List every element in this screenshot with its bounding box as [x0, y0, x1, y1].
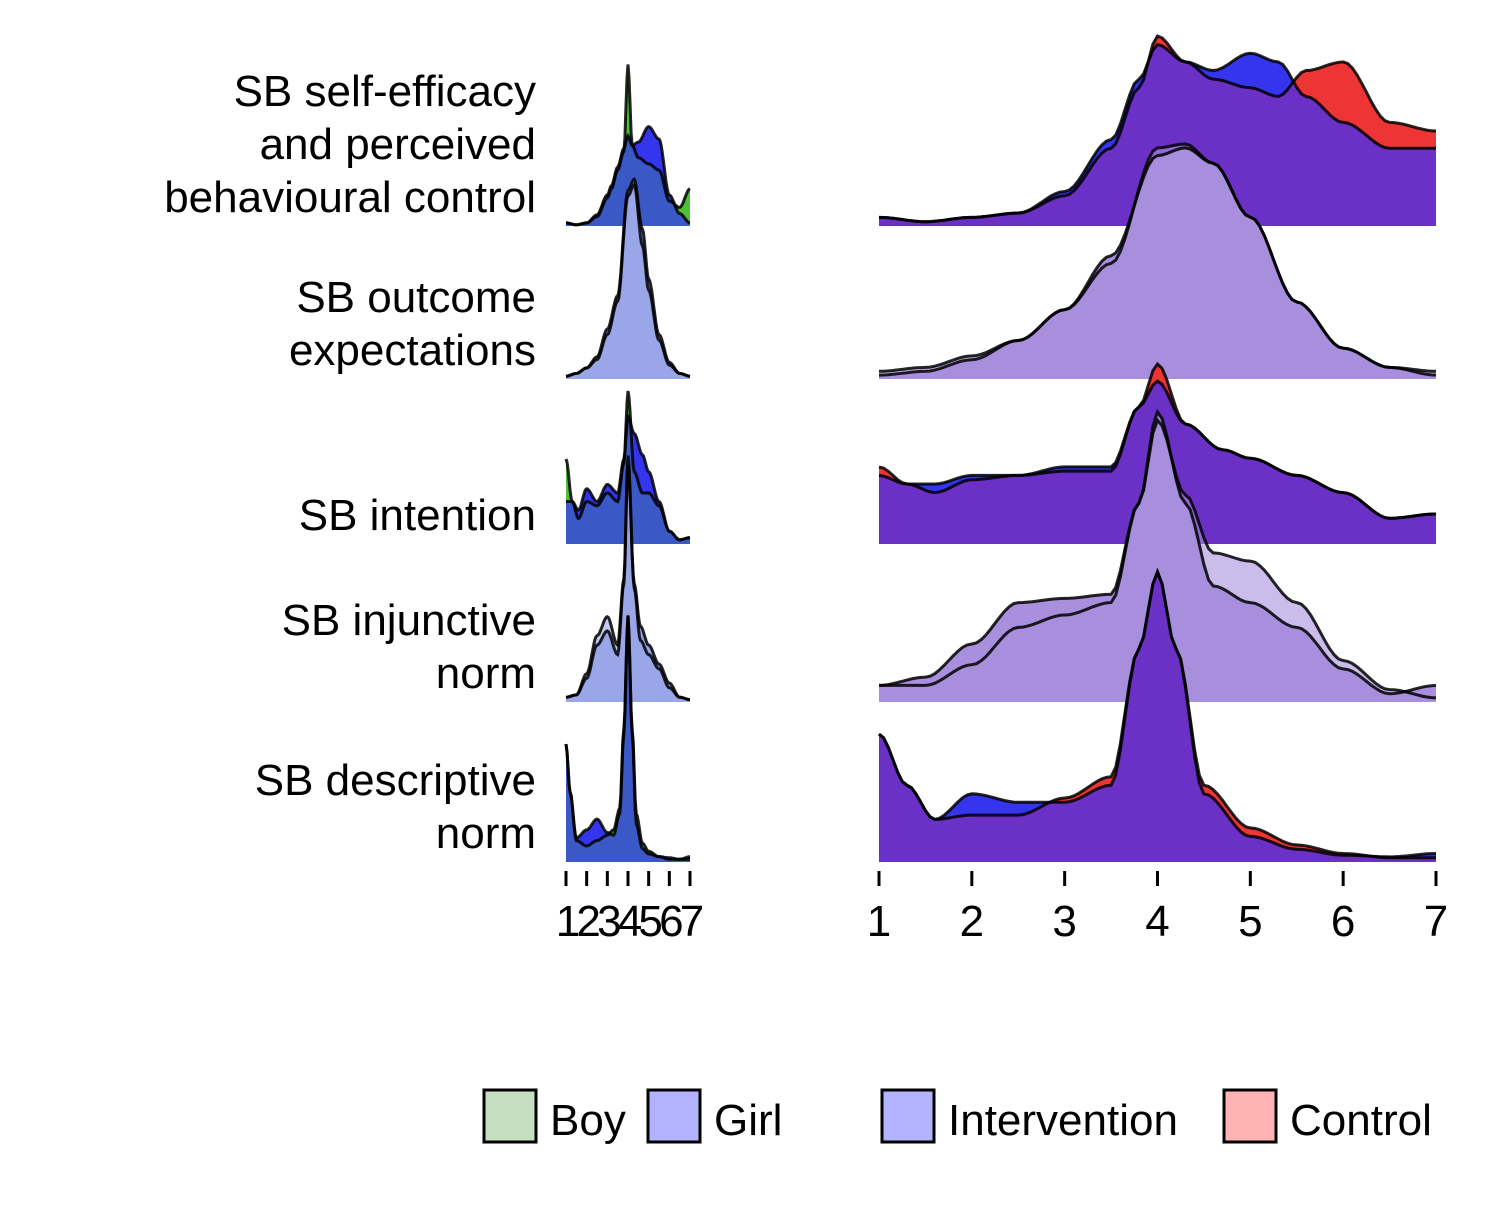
- legend-label-girl: Girl: [714, 1096, 782, 1145]
- density-outline-girl-row-2: [565, 182, 691, 378]
- density-overlap-row-5: [566, 615, 690, 862]
- tick-label-1: 1: [867, 897, 891, 946]
- panel-condition-ridgelines: [878, 34, 1437, 862]
- ridge-row-5: [564, 615, 691, 862]
- tick-label-1: 1: [556, 897, 579, 946]
- tick-label-5: 5: [638, 897, 661, 946]
- row-label-1-line-1: SB self-efficacy: [234, 67, 536, 116]
- density-outline-control-row-2: [878, 142, 1437, 373]
- legend-label-control: Control: [1290, 1096, 1432, 1145]
- row-label-2-line-1: SB outcome: [296, 273, 536, 322]
- tick-label-2: 2: [960, 897, 984, 946]
- density-outline-girl-row-5: [564, 615, 691, 861]
- row-label-2-line-2: expectations: [289, 326, 536, 375]
- row-label-1-line-2: and perceived: [260, 120, 536, 169]
- legend-label-boy: Boy: [550, 1096, 626, 1145]
- x-axis-right: 1 2 3 4 5 6 7: [867, 871, 1448, 946]
- density-outline-control-row-1: [878, 34, 1437, 224]
- density-outline-intervention-row-4: [878, 408, 1437, 696]
- row-label-5-line-2: norm: [436, 809, 536, 858]
- density-control-row-4: [879, 420, 1436, 702]
- row-label-3-line-1: SB intention: [299, 491, 536, 540]
- density-overlap-row-5: [879, 572, 1436, 862]
- ridge-row-5: [878, 567, 1437, 862]
- density-outline-control-row-5: [878, 567, 1436, 860]
- panel-sex-ridgelines: [564, 64, 691, 862]
- ridge-row-4: [878, 408, 1437, 702]
- row-label-4-line-1: SB injunctive: [282, 596, 536, 645]
- row-label-5-line-1: SB descriptive: [255, 756, 536, 805]
- row-label-4-line-2: norm: [436, 649, 536, 698]
- tick-label-2: 2: [576, 897, 599, 946]
- density-outline-control-row-3: [878, 361, 1437, 520]
- tick-label-3: 3: [597, 897, 620, 946]
- tick-label-6: 6: [659, 897, 682, 946]
- legend-swatch-girl: [646, 1088, 702, 1144]
- tick-label-5: 5: [1238, 897, 1262, 946]
- legend-swatch-boy: [482, 1088, 538, 1144]
- density-outline-girl-row-1: [566, 124, 691, 227]
- ridge-row-4: [565, 455, 690, 702]
- tick-label-4: 4: [1145, 897, 1169, 946]
- density-girl-row-2: [566, 184, 690, 379]
- density-girl-row-4: [566, 455, 690, 702]
- tick-label-3: 3: [1052, 897, 1076, 946]
- ridge-row-2: [878, 142, 1437, 379]
- legend-label-intervention: Intervention: [948, 1096, 1178, 1145]
- ridge-row-1: [566, 64, 691, 227]
- legend-swatch-control: [1222, 1088, 1278, 1144]
- ridge-row-2: [565, 176, 691, 379]
- density-outline-girl-row-4: [565, 455, 690, 702]
- legend-swatch-intervention: [880, 1088, 936, 1144]
- row-label-1-line-3: behavioural control: [164, 173, 536, 222]
- density-control-row-2: [879, 144, 1436, 379]
- tick-label-7: 7: [680, 897, 703, 946]
- tick-label-6: 6: [1331, 897, 1355, 946]
- density-outline-control-row-4: [879, 417, 1437, 700]
- density-overlap-row-1: [566, 135, 690, 226]
- density-outline-girl-row-3: [566, 412, 691, 542]
- ridge-row-1: [878, 34, 1437, 226]
- tick-label-7: 7: [1424, 897, 1448, 946]
- legend: Boy Girl Intervention Control: [482, 1088, 1432, 1145]
